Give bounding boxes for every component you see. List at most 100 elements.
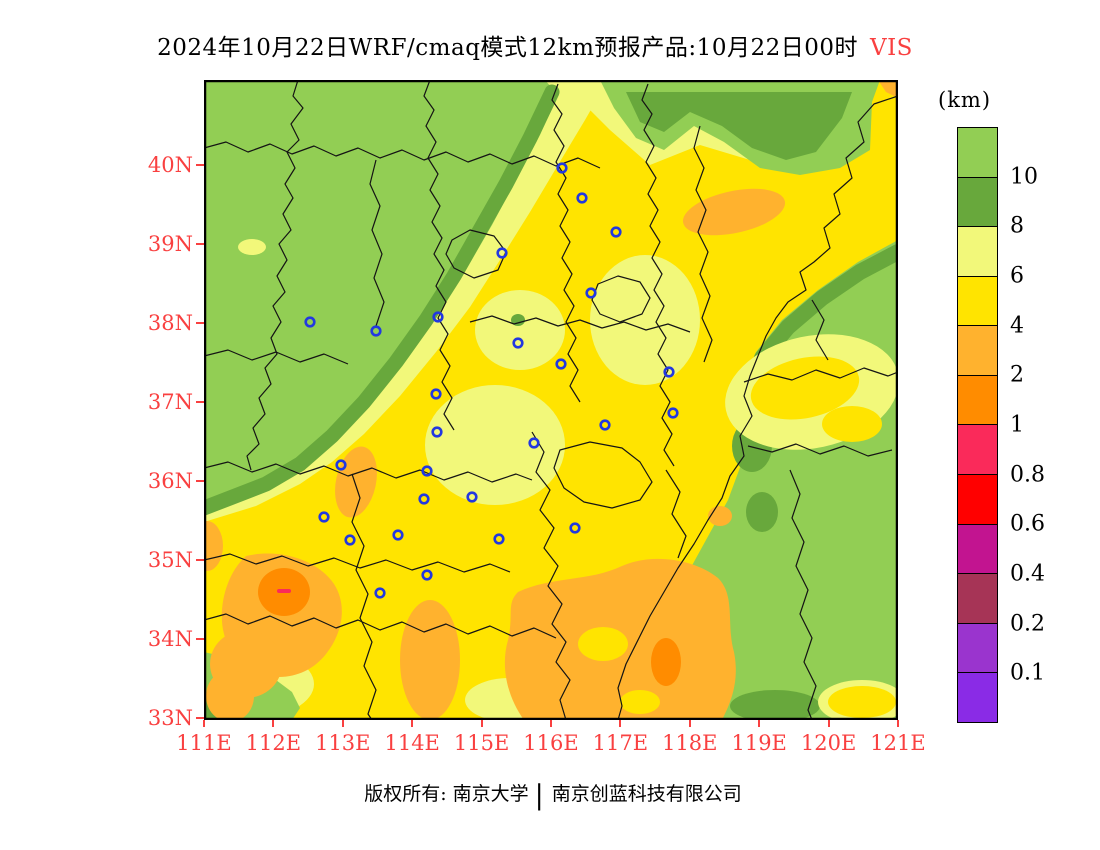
station-marker-icon xyxy=(318,511,330,523)
copyright-footer: 版权所有: 南京大学 | 南京创蓝科技有限公司 xyxy=(364,779,742,811)
colorbar-tick-label: 0.1 xyxy=(1010,660,1045,686)
x-axis-tick xyxy=(827,720,830,727)
colorbar-cell xyxy=(957,672,998,723)
station-marker-icon xyxy=(466,491,478,503)
colorbar-tick-label: 0.2 xyxy=(1010,611,1045,637)
station-marker-icon xyxy=(599,419,611,431)
colorbar-tick-label: 0.8 xyxy=(1010,462,1045,488)
colorbar-cell xyxy=(957,573,998,624)
station-marker-icon xyxy=(556,162,568,174)
station-marker-icon xyxy=(370,325,382,337)
colorbar-tick-label: 0.4 xyxy=(1010,561,1045,587)
x-axis-label: 117E xyxy=(592,731,649,755)
map-region-orange-southwest xyxy=(206,670,254,720)
colorbar-cell xyxy=(957,275,998,327)
map-region-yellow-patch xyxy=(578,627,628,661)
x-axis-tick xyxy=(897,720,899,727)
map-region-pale-patch xyxy=(425,385,565,505)
admin-boundaries xyxy=(204,80,898,720)
station-markers xyxy=(304,162,679,599)
x-axis-tick xyxy=(480,720,483,727)
station-marker-icon xyxy=(528,437,540,449)
x-axis-label: 113E xyxy=(315,731,371,755)
station-marker-icon xyxy=(585,287,597,299)
map-region-darkgreen-spot xyxy=(511,314,525,326)
station-marker-icon xyxy=(430,388,442,400)
forecast-map xyxy=(204,80,898,720)
x-axis-label: 112E xyxy=(245,731,302,755)
colorbar-cell xyxy=(957,226,998,277)
x-axis-label: 114E xyxy=(384,731,440,755)
station-marker-icon xyxy=(335,459,347,471)
station-marker-icon xyxy=(496,247,508,259)
title-text: 2024年10月22日WRF/cmaq模式12km预报产品:10月22日00时 xyxy=(157,35,858,61)
y-axis-tick xyxy=(196,164,204,166)
x-axis-tick xyxy=(688,720,691,727)
colorbar-tick-label: 8 xyxy=(1010,213,1024,239)
station-marker-icon xyxy=(555,358,567,370)
y-axis-label: 33N xyxy=(147,706,193,730)
map-region-darkgreen-spot xyxy=(730,690,820,720)
y-axis-tick xyxy=(196,243,204,245)
map-region-yellow-patch xyxy=(620,690,660,714)
y-axis-tick xyxy=(196,322,204,324)
station-marker-icon xyxy=(421,569,433,581)
station-marker-icon xyxy=(610,226,622,238)
colorbar-tick-label: 10 xyxy=(1010,164,1038,190)
map-region-orange-northeast xyxy=(682,188,786,236)
x-axis-label: 115E xyxy=(453,731,510,755)
colorbar-tick-label: 1 xyxy=(1010,412,1024,438)
x-axis-tick xyxy=(341,720,344,727)
colorbar-tick-label: 4 xyxy=(1010,313,1024,339)
station-marker-icon xyxy=(344,534,356,546)
y-axis-label: 35N xyxy=(147,548,193,572)
y-axis-label: 36N xyxy=(147,469,193,493)
title-variable-label: VIS xyxy=(869,35,913,61)
y-axis-tick xyxy=(196,401,204,403)
colorbar-cell xyxy=(957,424,998,476)
y-axis-label: 39N xyxy=(147,232,193,256)
y-axis-tick xyxy=(196,480,204,482)
x-axis-label: 111E xyxy=(176,731,232,755)
colorbar-tick-label: 2 xyxy=(1010,362,1024,388)
footer-separator: | xyxy=(534,780,544,811)
map-region-yellow-patch xyxy=(828,686,896,718)
x-axis-label: 116E xyxy=(523,731,579,755)
station-marker-icon xyxy=(374,587,386,599)
x-axis-tick xyxy=(758,720,761,727)
x-axis-tick xyxy=(619,720,622,727)
y-axis-label: 40N xyxy=(147,153,193,177)
map-region-orange-patch xyxy=(400,600,460,720)
map-region-pale-enclave xyxy=(238,239,266,255)
map-region-orange-corner xyxy=(878,80,898,98)
colorbar-cell xyxy=(957,523,998,575)
map-region-darkgreen-band-nw xyxy=(204,84,560,516)
colorbar-cell xyxy=(957,176,998,228)
station-marker-icon xyxy=(663,366,675,378)
y-axis-label: 38N xyxy=(147,311,193,335)
x-axis-label: 121E xyxy=(870,731,926,755)
colorbar-tick-label: 0.6 xyxy=(1010,511,1045,537)
x-axis-label: 118E xyxy=(662,731,718,755)
station-marker-icon xyxy=(493,533,505,545)
station-marker-icon xyxy=(421,465,433,477)
x-axis-label: 120E xyxy=(800,731,857,755)
map-region-darkgreen-north-core xyxy=(626,92,852,160)
colorbar xyxy=(957,127,998,723)
y-axis-tick xyxy=(196,559,204,561)
y-axis-label: 37N xyxy=(147,390,193,414)
y-axis-tick xyxy=(196,638,204,640)
x-axis-tick xyxy=(203,720,205,727)
map-region-yellow-peninsula xyxy=(750,356,860,420)
colorbar-cell xyxy=(957,127,998,178)
map-region-darkgreen-spot xyxy=(746,492,778,532)
x-axis-tick xyxy=(411,720,414,727)
colorbar-unit-label: (km) xyxy=(938,88,992,112)
colorbar-cell xyxy=(957,474,998,525)
map-region-yellow-peninsula xyxy=(822,406,882,442)
station-marker-icon xyxy=(431,426,443,438)
station-marker-icon xyxy=(432,311,444,323)
footer-owner: 版权所有: 南京大学 xyxy=(364,783,529,805)
x-axis-tick xyxy=(272,720,275,727)
x-axis-label: 119E xyxy=(731,731,787,755)
